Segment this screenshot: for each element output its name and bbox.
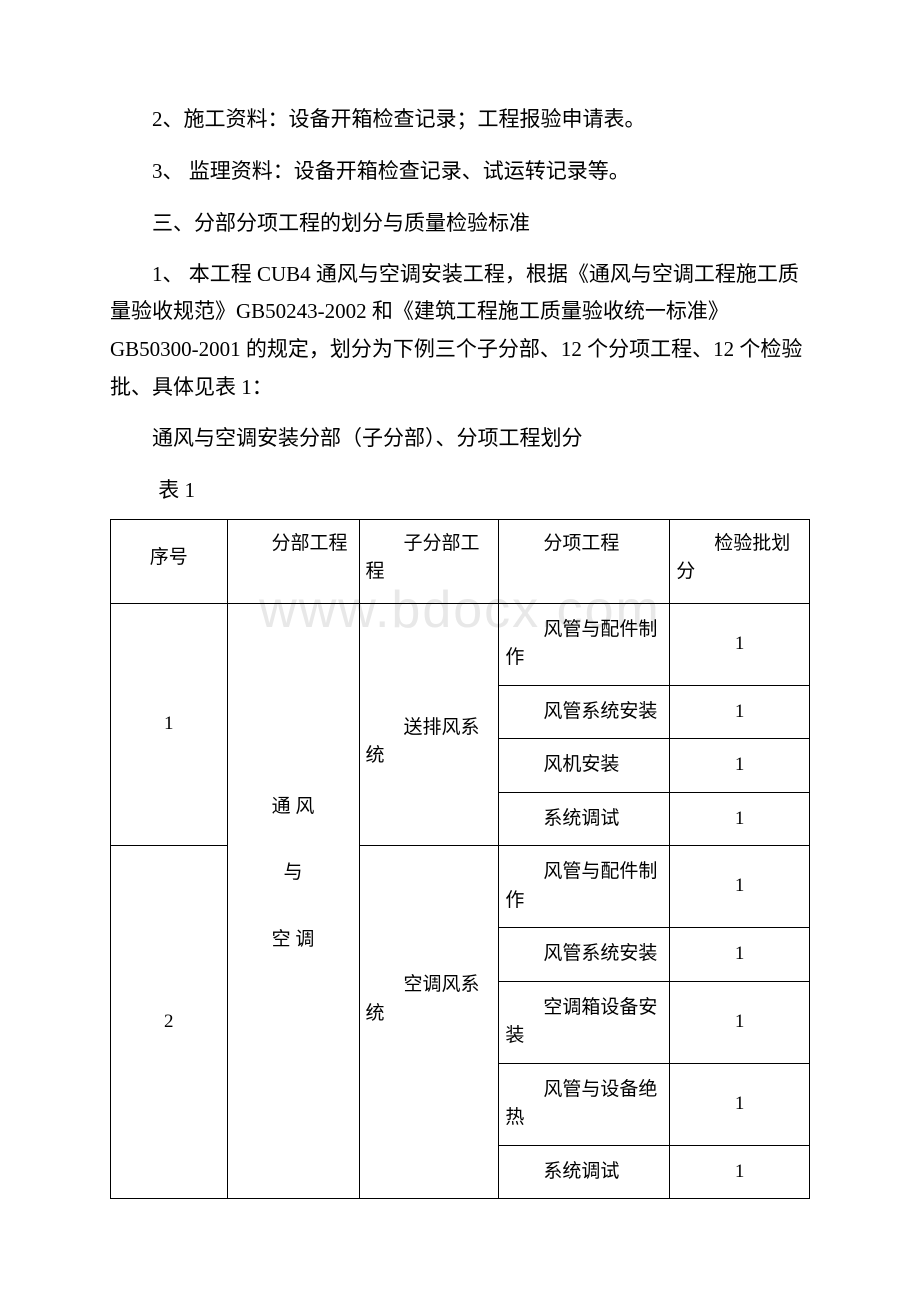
table-row: 2 空调风系统 风管与配件制作 1: [111, 846, 810, 928]
subdivision-1: 送排风系统: [359, 603, 499, 846]
item-cell: 风管系统安装: [499, 685, 670, 739]
document-content: 2、施工资料：设备开箱检查记录；工程报验申请表。 3、 监理资料：设备开箱检查记…: [110, 100, 810, 1199]
seq-2: 2: [111, 846, 228, 1199]
batch-cell: 1: [670, 685, 810, 739]
batch-cell: 1: [670, 928, 810, 982]
header-batch: 检验批划分: [670, 519, 810, 603]
table-title: 通风与空调安装分部（子分部）、分项工程划分: [110, 419, 810, 459]
header-seq: 序号: [111, 519, 228, 603]
item-cell: 风管与设备绝热: [499, 1063, 670, 1145]
item-cell: 风管系统安装: [499, 928, 670, 982]
item-cell: 系统调试: [499, 1145, 670, 1199]
header-division: 分部工程: [227, 519, 359, 603]
batch-cell: 1: [670, 981, 810, 1063]
batch-cell: 1: [670, 603, 810, 685]
subdivision-2: 空调风系统: [359, 846, 499, 1199]
header-subdivision: 子分部工程: [359, 519, 499, 603]
division-line-2: 与: [234, 840, 353, 907]
paragraph-3: 三、分部分项工程的划分与质量检验标准: [110, 204, 810, 244]
table-header-row: 序号 分部工程 子分部工程 分项工程 检验批划分: [111, 519, 810, 603]
batch-cell: 1: [670, 1063, 810, 1145]
item-cell: 空调箱设备安装: [499, 981, 670, 1063]
item-cell: 风管与配件制作: [499, 846, 670, 928]
item-cell: 风管与配件制作: [499, 603, 670, 685]
paragraph-4: 1、 本工程 CUB4 通风与空调安装工程，根据《通风与空调工程施工质量验收规范…: [110, 256, 810, 407]
table-row: 1 通 风 与 空 调 送排风系统 风管与配件制作 1: [111, 603, 810, 685]
item-cell: 风机安装: [499, 739, 670, 793]
division-name: 通 风 与 空 调: [227, 603, 359, 1199]
division-table: 序号 分部工程 子分部工程 分项工程 检验批划分 1 通 风 与 空 调 送排风…: [110, 519, 810, 1200]
batch-cell: 1: [670, 792, 810, 846]
paragraph-1: 2、施工资料：设备开箱检查记录；工程报验申请表。: [110, 100, 810, 140]
header-item: 分项工程: [499, 519, 670, 603]
paragraph-2: 3、 监理资料：设备开箱检查记录、试运转记录等。: [110, 152, 810, 192]
batch-cell: 1: [670, 846, 810, 928]
batch-cell: 1: [670, 739, 810, 793]
batch-cell: 1: [670, 1145, 810, 1199]
division-line-1: 通 风: [234, 774, 353, 841]
item-cell: 系统调试: [499, 792, 670, 846]
division-line-3: 空 调: [234, 907, 353, 974]
seq-1: 1: [111, 603, 228, 846]
table-caption: 表 1: [110, 471, 810, 511]
